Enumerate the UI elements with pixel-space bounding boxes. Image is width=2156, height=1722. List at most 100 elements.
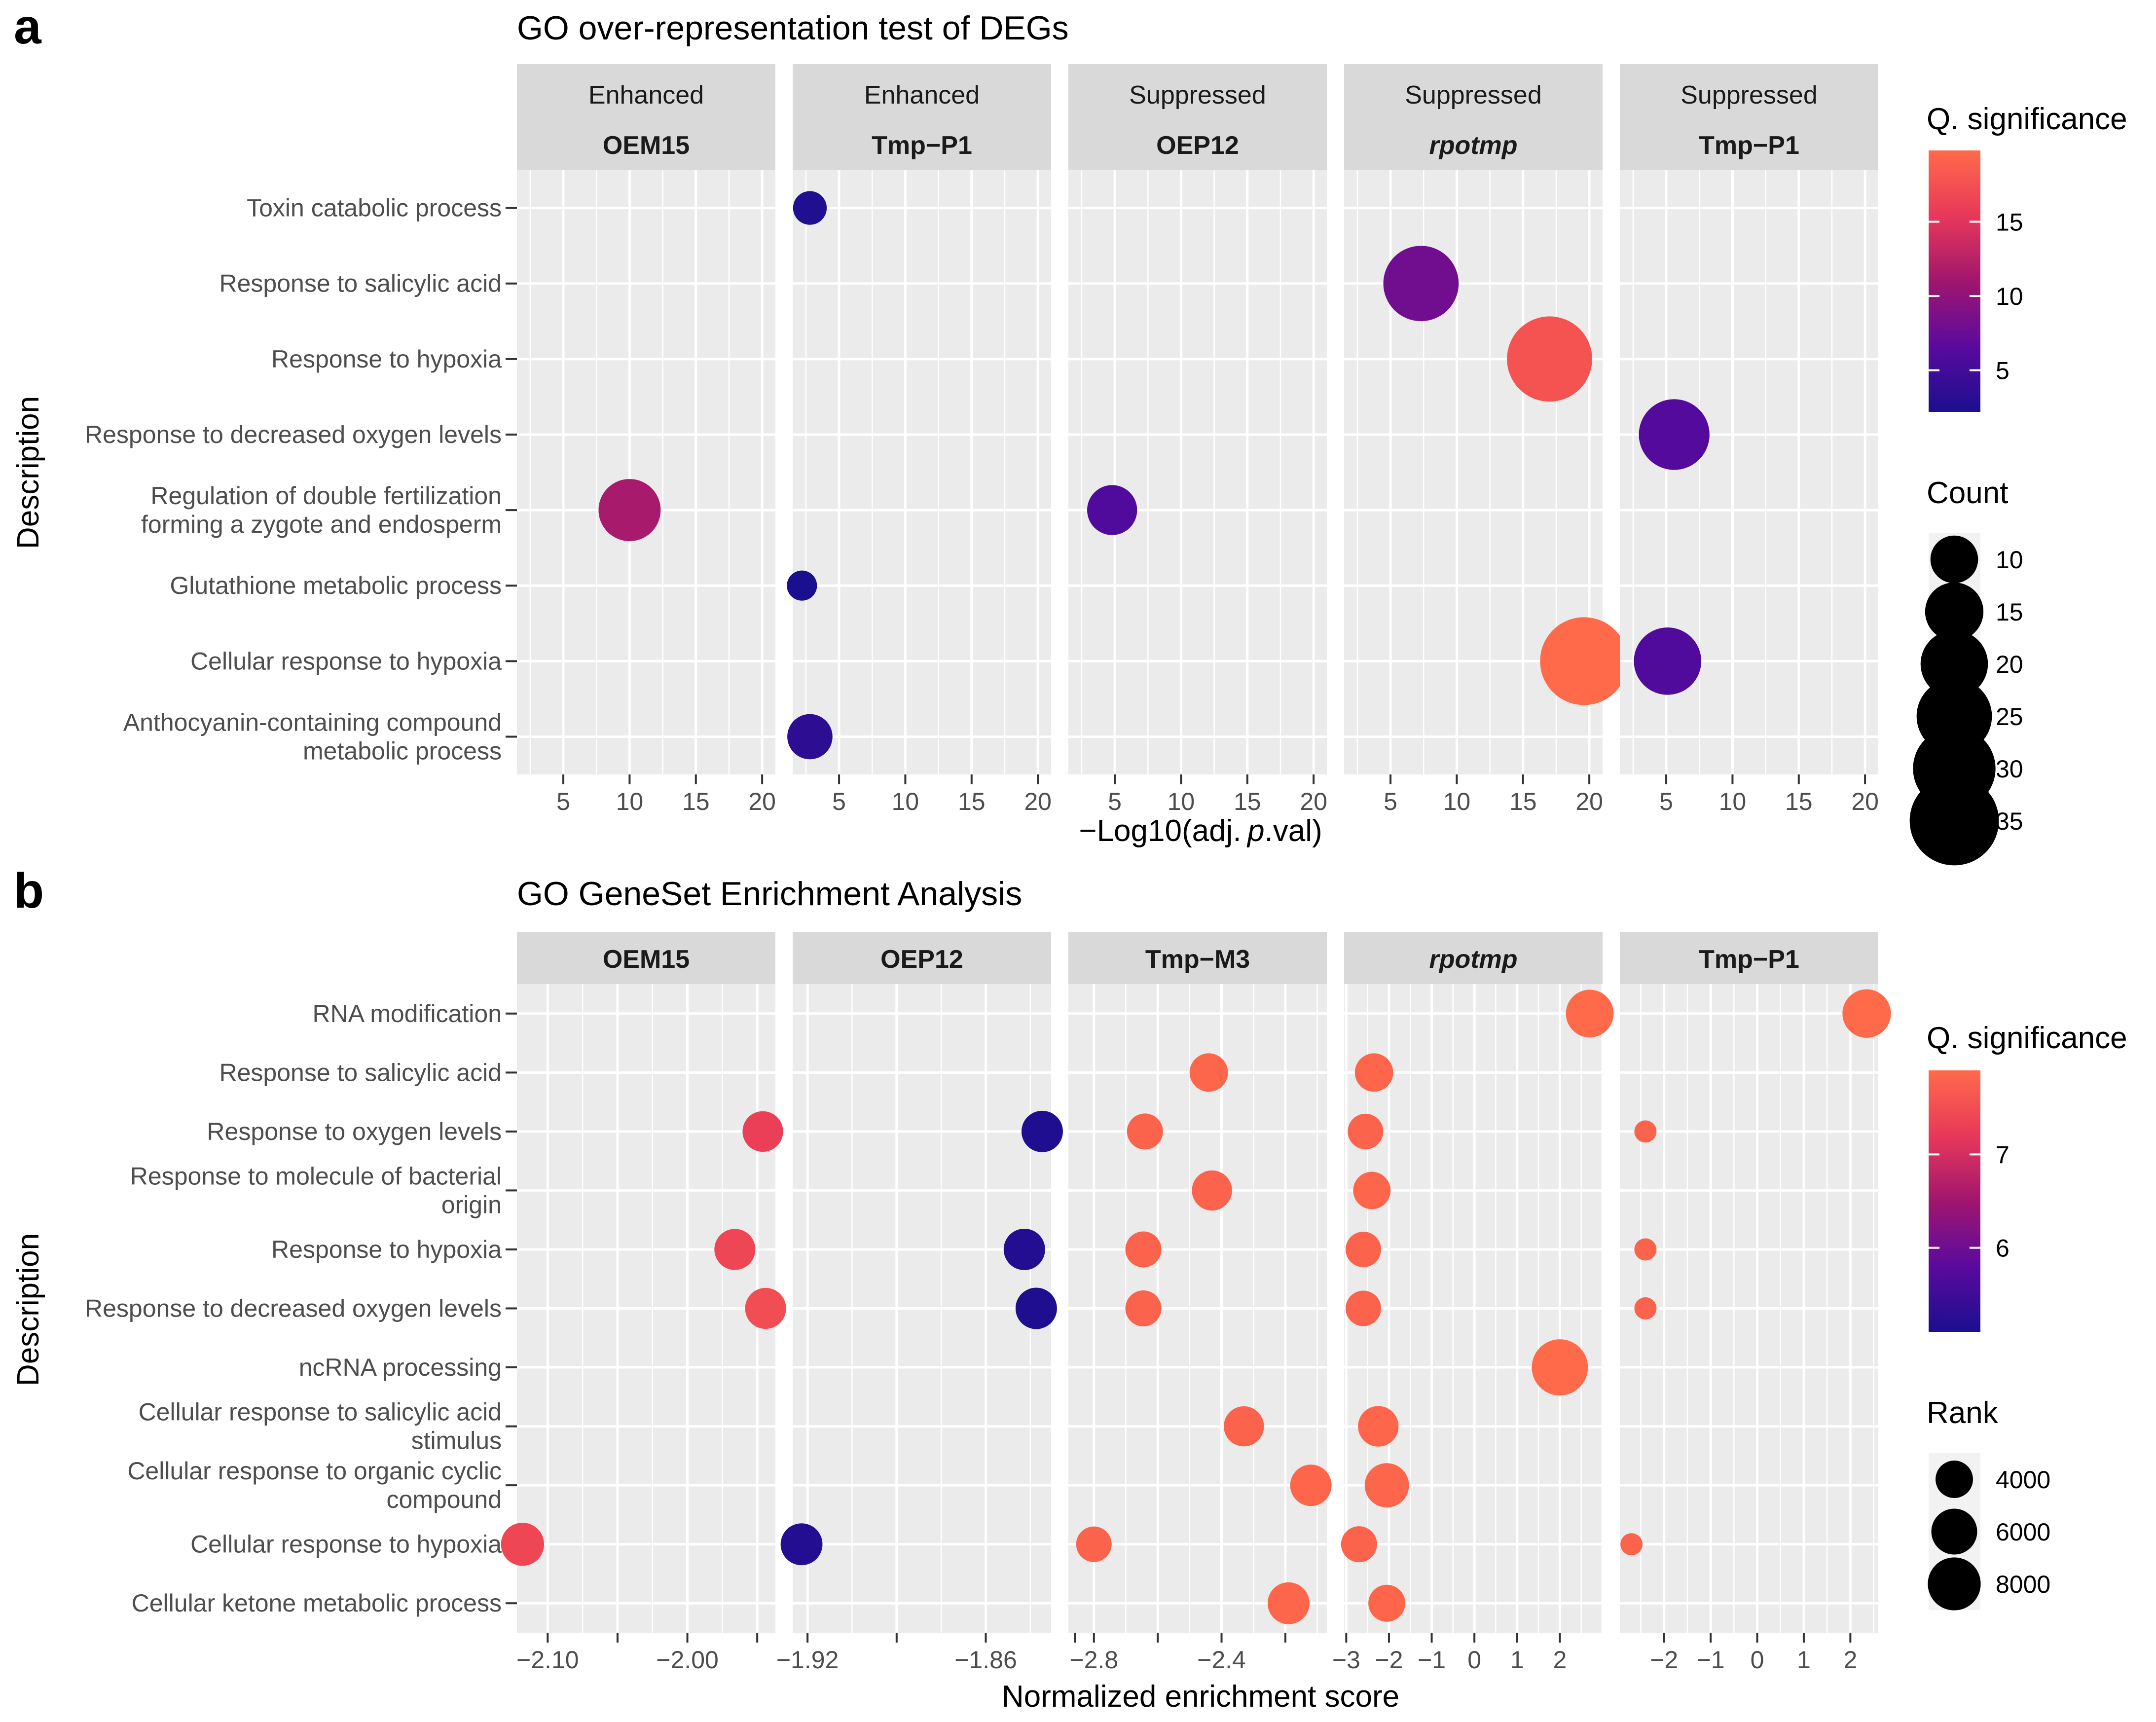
panel-b-category-label: Response to hypoxia (271, 1236, 502, 1263)
panel-a-x-tick-label: 15 (958, 788, 986, 815)
panel-a-x-tick-label: 15 (1509, 788, 1537, 815)
panel-b-color-tick-label: 6 (1996, 1235, 2010, 1262)
panel-b-point (1125, 1231, 1162, 1268)
panel-b-point (1532, 1339, 1588, 1395)
panel-a-size-key-label: 20 (1996, 651, 2023, 678)
panel-a-point (1540, 617, 1628, 705)
panel-a-ylabel: Description (11, 396, 45, 549)
panel-a-x-tick-label: 10 (892, 788, 919, 815)
panel-a-size-key-dot (1920, 630, 1988, 698)
panel-b-point (1354, 1053, 1393, 1092)
panel-a-x-tick-label: 5 (1659, 788, 1673, 815)
panel-b-point (1341, 1526, 1377, 1563)
panel-b-point (1634, 1238, 1657, 1261)
panel-a-x-tick-label: 10 (1443, 788, 1471, 815)
panel-b-x-tick-label: 1 (1797, 1646, 1811, 1674)
panel-b-color-legend-title: Q. significance (1927, 1021, 2127, 1055)
panel-b-point (1364, 1463, 1409, 1508)
panel-b-point (1634, 1297, 1657, 1319)
panel-a-size-key-label: 25 (1996, 703, 2023, 731)
panel-a-strip-bottom: OEM15 (603, 131, 690, 160)
panel-b-strip (793, 932, 1051, 984)
panel-a-strip-top: Enhanced (588, 81, 704, 110)
panel-b-strip (1344, 932, 1603, 984)
panel-b-size-key-label: 8000 (1996, 1571, 2050, 1598)
panel-b-x-tick-label: 1 (1510, 1646, 1524, 1674)
panel-b-point (1290, 1465, 1332, 1506)
panel-b-point (1189, 1053, 1228, 1092)
panel-b-category-label: Response to oxygen levels (207, 1118, 502, 1145)
panel-b-point (1353, 1172, 1391, 1209)
panel-a-category-label: forming a zygote and endosperm (141, 511, 502, 538)
panel-a-size-key-dot (1909, 776, 1999, 866)
panel-a-category-label: Anthocyanin-containing compound (123, 708, 502, 736)
panel-a-point (793, 191, 827, 225)
panel-b-point (1125, 1290, 1162, 1326)
panel-b-point (1192, 1170, 1232, 1211)
panel-b-point (1566, 989, 1614, 1038)
panel-b-point (1127, 1113, 1163, 1150)
panel-a-size-legend-title: Count (1927, 476, 2008, 510)
panel-b-point (1224, 1406, 1264, 1447)
panel-b-strip (1620, 932, 1878, 984)
panel-b-size-key-label: 4000 (1996, 1466, 2050, 1494)
panel-a-size-key-dot (1930, 535, 1978, 584)
panel-b-x-tick-label: −1.86 (954, 1646, 1017, 1674)
panel-a-point (1507, 316, 1592, 402)
panel-a-point (1383, 246, 1459, 322)
panel-b-point (1358, 1406, 1399, 1447)
panel-b-x-tick-label: −1 (1697, 1646, 1725, 1674)
panel-b-x-tick-label: −1 (1418, 1646, 1446, 1674)
panel-a-size-key-label: 35 (1996, 807, 2023, 835)
panel-b-category-label: Response to salicylic acid (219, 1059, 502, 1086)
panel-b-category-label: Response to molecule of bacterial (130, 1162, 502, 1190)
panel-b-point (1368, 1584, 1406, 1622)
panel-b-point (1015, 1287, 1057, 1329)
panel-a-category-label: Response to salicylic acid (219, 270, 502, 297)
panel-a-point (1639, 399, 1710, 470)
panel-b-point (1620, 1533, 1643, 1556)
panel-a-strip (1620, 64, 1878, 170)
panel-a-size-key-label: 15 (1996, 598, 2023, 626)
panel-b-point (780, 1523, 823, 1566)
panel-a-x-tick-label: 15 (1785, 788, 1813, 815)
panel-b-size-legend-title: Rank (1927, 1396, 1999, 1430)
panel-b-strip-label: Tmp−P1 (1699, 945, 1799, 974)
panel-b-x-tick-label: −2 (1650, 1646, 1678, 1674)
panel-b-strip-label: OEM15 (603, 945, 690, 974)
panel-b-x-tick-label: −1.92 (776, 1646, 839, 1674)
panel-a-plot-bg (517, 170, 775, 774)
panel-b-color-bar (1929, 1070, 1980, 1332)
panel-b-x-tick-label: 2 (1843, 1646, 1857, 1674)
panel-b-category-label: stimulus (411, 1427, 502, 1455)
panel-a-x-tick-label: 20 (1024, 788, 1052, 815)
panel-a-plot-bg (793, 170, 1051, 774)
panel-a-color-tick-label: 10 (1996, 283, 2023, 310)
panel-a-strip (1068, 64, 1327, 170)
panel-a-x-tick-label: 15 (682, 788, 710, 815)
panel-b-category-label: Cellular response to organic cyclic (127, 1457, 502, 1485)
panel-a-category-label: metabolic process (303, 737, 502, 765)
panel-a-xlabel: −Log10(adj. p.val) (1079, 814, 1322, 848)
panel-b-point (1076, 1526, 1112, 1562)
panel-b-letter: b (14, 863, 44, 918)
panel-b-category-label: origin (441, 1191, 502, 1218)
panel-b-point (714, 1229, 756, 1270)
panel-b-point (1345, 1290, 1381, 1326)
panel-a-strip-bottom: Tmp−P1 (1699, 131, 1799, 160)
panel-b-x-tick-label: 0 (1751, 1646, 1764, 1674)
panel-a-color-legend-title: Q. significance (1927, 102, 2127, 136)
panel-a-category-label: Regulation of double fertilization (150, 482, 502, 510)
panel-a-strip-top: Suppressed (1129, 81, 1266, 110)
panel-a-point (787, 714, 833, 760)
panel-b-point (742, 1111, 783, 1152)
panel-a-point (1634, 627, 1702, 695)
panel-b-category-label: compound (387, 1486, 502, 1513)
panel-a-x-tick-label: 5 (1384, 788, 1397, 815)
panel-b-x-tick-label: −3 (1332, 1646, 1360, 1674)
panel-a-point (787, 570, 817, 601)
panel-b-color-tick-label: 7 (1996, 1141, 2010, 1169)
panel-a-size-key-dot (1925, 582, 1984, 641)
panel-b-point (1003, 1228, 1045, 1270)
